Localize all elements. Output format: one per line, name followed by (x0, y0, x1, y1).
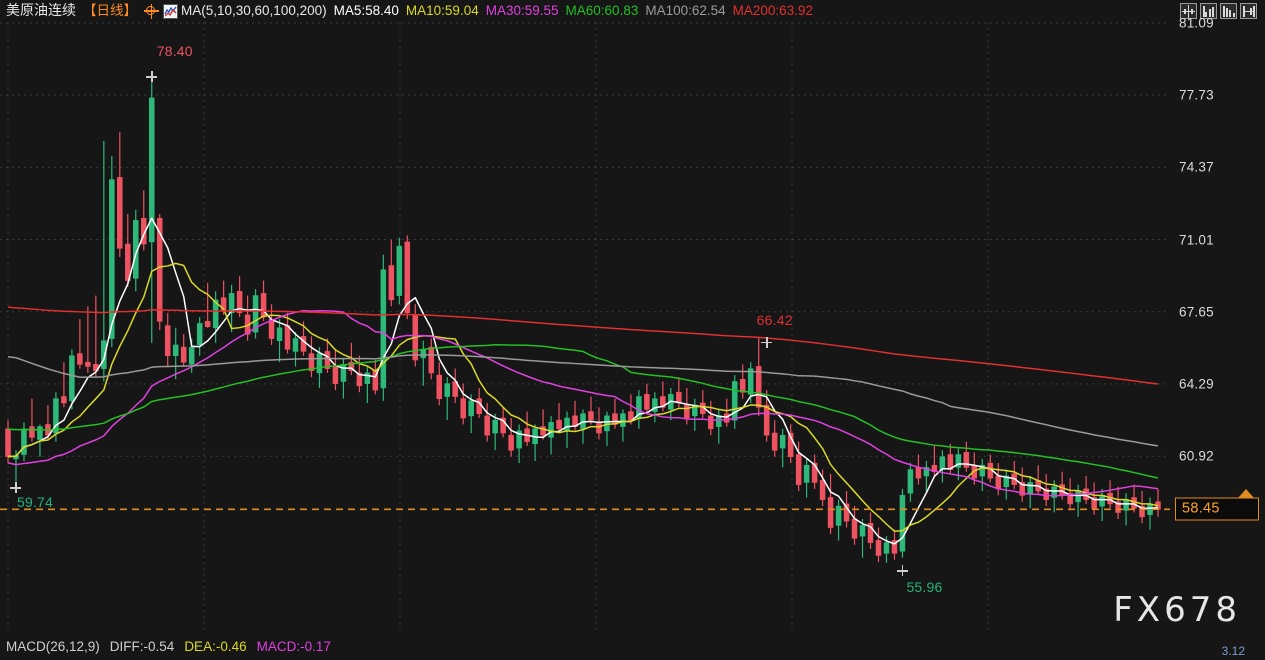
high-marker-icon (146, 71, 158, 83)
chart-toolbar (1180, 3, 1257, 19)
price-axis-tick: 77.73 (1179, 87, 1214, 103)
ma-point-annotation: 66.42 (756, 312, 793, 329)
price-axis-tick: 67.65 (1179, 304, 1214, 320)
watermark: FX678 (1113, 590, 1241, 630)
ma200-readout: MA200:63.92 (732, 3, 813, 18)
ma5-readout: MA5:58.40 (333, 3, 399, 18)
price-axis-tick: 74.37 (1179, 159, 1214, 175)
line-chart-icon[interactable] (163, 3, 178, 19)
candles-layer (5, 80, 1161, 563)
chart-header: 美原油连续 【日线】 MA(5,10,30,60,100,200) MA5:58… (0, 0, 1265, 22)
macd-dea-readout: DEA:-0.46 (184, 638, 247, 654)
price-tag-arrow-icon (1238, 489, 1254, 499)
ma-params-label: MA(5,10,30,60,100,200) (181, 3, 327, 18)
swing-low-annotation: 55.96 (906, 578, 943, 595)
moving-average-layer (7, 217, 1159, 545)
macd-title: MACD(26,12,9) (6, 638, 100, 654)
price-axis-tick: 81.09 (1179, 15, 1214, 31)
macd-diff-readout: DIFF:-0.54 (109, 638, 175, 654)
swing-low-marker-icon (896, 565, 908, 577)
jump-to-end-tool-button[interactable] (1240, 3, 1257, 19)
ma-point-marker-icon (761, 336, 773, 348)
price-axis-tick: 64.29 (1179, 376, 1214, 392)
align-right-tool-button[interactable] (1220, 3, 1237, 19)
crosshair-tool-button[interactable] (1180, 3, 1197, 19)
low-annotation: 59.74 (16, 493, 54, 510)
ma100-readout: MA100:62.54 (645, 3, 726, 18)
current-price-tag[interactable]: 58.45 (1175, 497, 1259, 521)
ma30-readout: MA30:59.55 (485, 3, 559, 18)
ma10-readout: MA10:59.04 (405, 3, 479, 18)
ma60-readout: MA60:60.83 (565, 3, 639, 18)
symbol-name: 美原油连续 (6, 3, 76, 19)
price-axis[interactable]: 81.09 77.73 74.37 71.01 67.65 64.29 60.92 58.45 (1170, 16, 1265, 632)
price-axis-tick: 71.01 (1179, 232, 1214, 248)
high-annotation: 78.40 (156, 42, 193, 59)
chart-plot-area[interactable]: 78.40 59.74 66.42 55.96 (0, 22, 1265, 632)
macd-macd-readout: MACD:-0.17 (256, 638, 331, 654)
current-price-line (0, 508, 1170, 511)
macd-axis-tick: 3.12 (1221, 644, 1245, 658)
align-left-tool-button[interactable] (1200, 3, 1217, 19)
crosshair-icon[interactable] (144, 3, 159, 19)
period-label: 【日线】 (83, 3, 137, 18)
price-axis-tick: 60.92 (1179, 448, 1214, 464)
price-pane[interactable]: 78.40 59.74 66.42 55.96 (0, 22, 1170, 632)
low-marker-icon (10, 482, 22, 494)
macd-indicator-bar: MACD(26,12,9) DIFF:-0.54 DEA:-0.46 MACD:… (0, 632, 1265, 660)
